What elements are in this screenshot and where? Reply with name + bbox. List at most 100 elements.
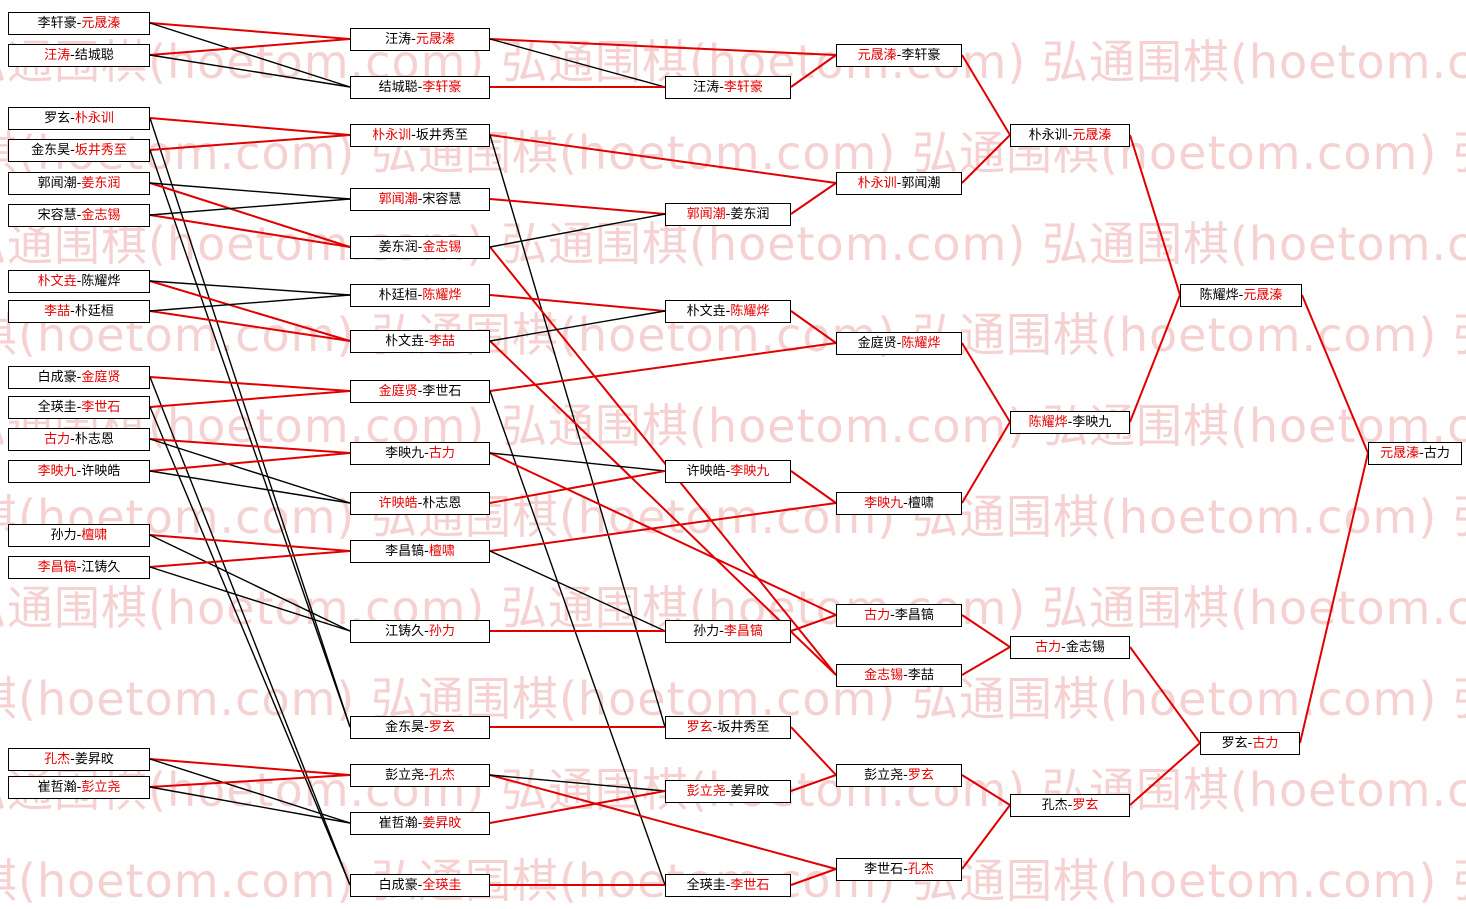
match-box-r1_5: 郭闻潮-姜东润 xyxy=(8,172,150,195)
connector-r1_3-r2_3 xyxy=(149,117,351,136)
dash-separator: - xyxy=(725,304,731,319)
dash-separator: - xyxy=(896,336,902,351)
connector-r2_7-r3_3 xyxy=(489,310,666,342)
player-name: 孙力 xyxy=(428,624,455,639)
player-name: 李轩豪 xyxy=(723,80,763,95)
connector-r1_4-r2_13 xyxy=(149,149,351,728)
player-name: 朴志恩 xyxy=(74,432,114,447)
match-box-qf_3: 古力-金志锡 xyxy=(1010,636,1130,659)
dash-separator: - xyxy=(411,128,416,143)
player-name: 罗玄 xyxy=(1221,736,1248,751)
dash-separator: - xyxy=(1247,736,1253,751)
player-name: 金志锡 xyxy=(422,240,462,255)
connector-r2_11-r3_5 xyxy=(489,550,666,632)
watermark-text: 弘通围棋(hoetom.com) 弘通围棋(hoetom.com) 弘通围棋(h… xyxy=(0,399,1466,453)
player-name: 金庭贤 xyxy=(81,370,121,385)
player-name: 孙力 xyxy=(693,624,720,639)
connector-r4_7-qf_4 xyxy=(961,774,1011,806)
dash-separator: - xyxy=(1067,798,1073,813)
player-name: 李昌镐 xyxy=(385,544,425,559)
connector-sf_2-f_1 xyxy=(1299,452,1369,744)
player-name: 郭闻潮 xyxy=(378,192,418,207)
connector-r1_15-r2_14 xyxy=(149,758,351,776)
connector-r4_3-qf_2 xyxy=(961,342,1011,423)
dash-separator: - xyxy=(725,878,731,893)
player-name: 元晟溱 xyxy=(415,32,455,47)
player-name: 崔哲瀚 xyxy=(37,780,77,795)
dash-separator: - xyxy=(76,274,82,289)
match-box-r2_7: 朴文垚-李喆 xyxy=(350,330,490,353)
connector-r1_10-r2_16 xyxy=(149,406,351,886)
player-name: 朴永训 xyxy=(372,128,412,143)
player-name: 金庭贤 xyxy=(857,336,897,351)
dash-separator: - xyxy=(76,528,82,543)
connector-r2_3-r3_6 xyxy=(489,134,666,728)
connector-r1_12-r2_10 xyxy=(149,470,351,504)
player-name: 朴廷桓 xyxy=(378,288,418,303)
connector-r2_4-r3_2 xyxy=(489,198,666,215)
player-name: 李喆 xyxy=(907,668,934,683)
player-name: 陈耀烨 xyxy=(422,288,462,303)
match-box-r4_6: 金志锡-李喆 xyxy=(836,664,962,687)
match-box-r3_1: 汪涛-李轩豪 xyxy=(665,76,791,99)
dash-separator: - xyxy=(424,446,429,461)
connector-r1_7-r2_6 xyxy=(149,280,351,296)
connector-r2_3-r4_2 xyxy=(489,134,837,184)
player-name: 陈耀烨 xyxy=(730,304,770,319)
connector-r1_8-r2_7 xyxy=(149,310,351,342)
player-name: 檀啸 xyxy=(81,528,108,543)
player-name: 李轩豪 xyxy=(422,80,462,95)
dash-separator: - xyxy=(76,560,82,575)
player-name: 朴文垚 xyxy=(37,274,77,289)
match-box-r2_8: 金庭贤-李世石 xyxy=(350,380,490,403)
match-box-r1_10: 全瑛圭-李世石 xyxy=(8,396,150,419)
player-name: 元晟溱 xyxy=(81,16,121,31)
connector-r1_14-r2_12 xyxy=(149,566,351,632)
match-box-r1_3: 罗玄-朴永训 xyxy=(8,107,150,130)
match-box-r1_15: 孔杰-姜昇旼 xyxy=(8,748,150,771)
connector-r2_15-r3_7 xyxy=(489,790,666,824)
player-name: 罗玄 xyxy=(907,768,934,783)
player-name: 坂井秀至 xyxy=(74,143,127,158)
dash-separator: - xyxy=(424,624,429,639)
player-name: 朴文垚 xyxy=(385,334,425,349)
player-name: 江铸久 xyxy=(385,624,425,639)
dash-separator: - xyxy=(76,780,82,795)
connector-r1_6-r2_5 xyxy=(149,214,351,248)
player-name: 李映九 xyxy=(730,464,770,479)
player-name: 李映九 xyxy=(864,496,904,511)
player-name: 金志锡 xyxy=(81,208,121,223)
player-name: 罗玄 xyxy=(686,720,713,735)
player-name: 汪涛 xyxy=(693,80,720,95)
player-name: 朴文垚 xyxy=(686,304,726,319)
watermark-text: 弘通围棋(hoetom.com) 弘通围棋(hoetom.com) 弘通围棋(h… xyxy=(0,217,1466,271)
connector-r4_6-qf_3 xyxy=(961,646,1011,676)
match-box-r2_14: 彭立尧-孔杰 xyxy=(350,764,490,787)
player-name: 宋容慧 xyxy=(37,208,77,223)
player-name: 陈耀烨 xyxy=(81,274,121,289)
player-name: 朴志恩 xyxy=(422,496,462,511)
dash-separator: - xyxy=(719,624,724,639)
dash-separator: - xyxy=(76,208,82,223)
match-box-r4_4: 李映九-檀啸 xyxy=(836,492,962,515)
match-box-r4_5: 古力-李昌镐 xyxy=(836,604,962,627)
match-box-r2_1: 汪涛-元晟溱 xyxy=(350,28,490,51)
connector-r2_11-r4_4 xyxy=(489,502,837,552)
connector-r1_15-r2_15 xyxy=(149,758,351,824)
dash-separator: - xyxy=(903,668,908,683)
connector-r1_1-r2_2 xyxy=(149,22,351,88)
match-box-r3_5: 孙力-李昌镐 xyxy=(665,620,791,643)
match-box-r1_12: 李映九-许映皓 xyxy=(8,460,150,483)
match-box-r2_10: 许映皓-朴志恩 xyxy=(350,492,490,515)
match-box-r2_11: 李昌镐-檀啸 xyxy=(350,540,490,563)
dash-separator: - xyxy=(903,862,908,877)
player-name: 檀啸 xyxy=(907,496,934,511)
dash-separator: - xyxy=(70,752,75,767)
match-box-sf_2: 罗玄-古力 xyxy=(1200,732,1300,755)
connector-r1_11-r2_10 xyxy=(149,438,351,504)
dash-separator: - xyxy=(1067,415,1073,430)
match-box-r1_2: 汪涛-结城聪 xyxy=(8,44,150,67)
match-box-r1_8: 李喆-朴廷桓 xyxy=(8,300,150,323)
